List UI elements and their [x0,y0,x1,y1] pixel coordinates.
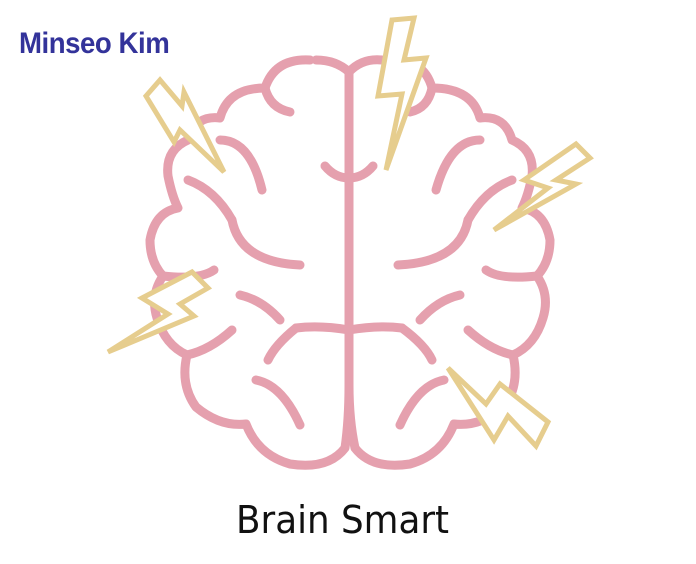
right-fold-6 [415,290,465,325]
lightning-bolt-icon [142,76,227,174]
lightning-bolt-right [492,140,594,233]
left-fold-7 [182,325,237,360]
right-fold-9 [397,323,437,365]
brain-stem-base-left [291,322,354,335]
right-fold-1 [405,83,437,117]
left-fold-8 [251,375,305,430]
brain-top-right [344,55,387,77]
left-fold-1 [260,83,295,117]
left-fold-4 [227,215,305,270]
lightning-bolt-top-center [374,15,430,171]
right-fold-7 [463,325,518,360]
brain-stem-branch-right [344,161,378,183]
lightning-bolt-icon [445,366,552,451]
right-fold-3 [463,175,517,225]
author-name: Minseo Kim [19,27,170,60]
left-fold-9 [263,323,301,365]
right-fold-8 [395,375,449,430]
brain-top-left [311,55,354,77]
lightning-bolt-left [106,268,213,355]
left-fold-3 [183,175,237,225]
right-fold-4 [393,215,473,270]
left-fold-2 [215,135,267,195]
lightning-bolt-bottom-right [445,366,552,451]
lightning-bolt-icon [374,15,430,171]
lightning-bolt-icon [106,268,213,355]
lightning-bolt-top-left [142,76,227,174]
right-fold-5 [481,265,542,282]
left-fold-6 [235,290,285,325]
lightning-bolt-icon [492,140,594,233]
brain-stem-base-right [344,322,407,335]
right-fold-2 [431,135,485,195]
brain-icon [145,55,555,470]
caption-title: Brain Smart [236,498,450,542]
